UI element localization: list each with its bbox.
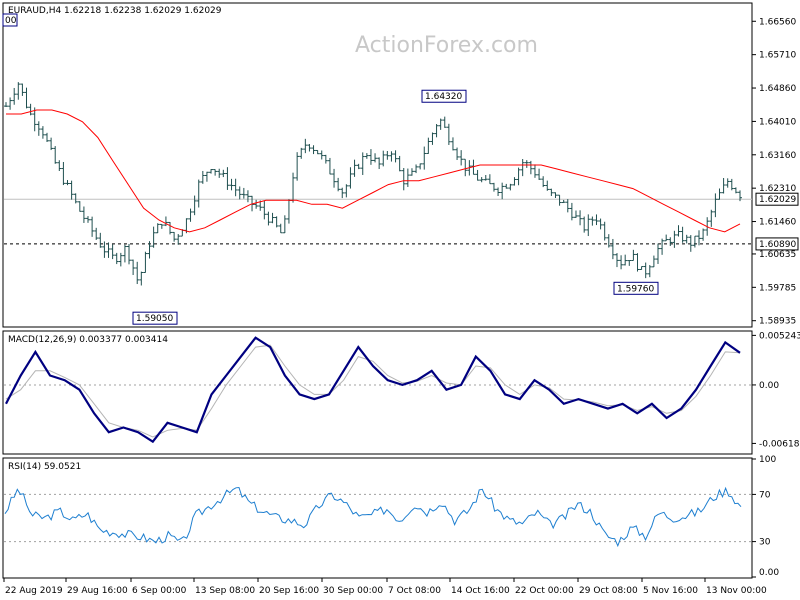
x-tick-label: 22 Oct 00:00 (515, 586, 574, 596)
rsi-tick-label: 0.00 (759, 568, 779, 578)
price-layer: 1.59050 1.64320 1.59760 (4, 82, 752, 325)
moving-average-line (6, 109, 741, 233)
price-tick-label: 1.65710 (759, 51, 796, 61)
macd-tick-label: -0.006186 (759, 439, 800, 449)
x-tick-label: 5 Nov 16:00 (643, 586, 698, 596)
rsi-tick-label: 70 (759, 490, 771, 500)
macd-title: MACD(12,26,9) 0.003377 0.003414 (8, 335, 168, 345)
price-axis: 1.66560 1.65710 1.64860 1.64010 1.63160 1.623… (752, 17, 799, 327)
annotation-label: 1.59050 (136, 314, 173, 324)
price-tick-label: 1.58935 (759, 317, 796, 327)
price-tick-label: 1.63160 (759, 151, 796, 161)
annotation-label: 1.59760 (617, 284, 654, 294)
x-tick-label: 13 Nov 00:00 (706, 586, 767, 596)
rsi-layer (4, 486, 752, 548)
x-tick-label: 7 Oct 08:00 (388, 586, 441, 596)
rsi-panel-frame (2, 457, 753, 579)
x-tick-label: 20 Sep 16:00 (259, 586, 319, 596)
x-tick-label: 22 Aug 2019 (5, 586, 63, 596)
signal-line (5, 344, 741, 438)
price-tick-label: 1.66560 (759, 17, 796, 27)
macd-line (5, 336, 741, 444)
annotation-box (132, 311, 178, 325)
macd-tick-label: 0.00 (759, 381, 779, 391)
support-box (755, 237, 799, 251)
rsi-tick-label: 100 (759, 455, 776, 465)
macd-tick-label: 0.005243 (759, 331, 800, 341)
price-tick-label: 1.62310 (759, 184, 796, 194)
rsi-title: RSI(14) 59.0521 (8, 462, 81, 472)
rsi-line (4, 486, 742, 548)
annotation-label: 1.64320 (425, 92, 462, 102)
watermark: ActionForex.com (355, 33, 538, 58)
annotation-box (421, 89, 467, 103)
macd-layer (4, 336, 752, 444)
price-tick-label: 1.61460 (759, 218, 796, 228)
support-label: 1.60890 (759, 240, 796, 250)
rsi-tick-label: 30 (759, 538, 771, 548)
price-tick-label: 1.59785 (759, 283, 796, 293)
macd-panel-frame (2, 330, 753, 455)
x-axis: 22 Aug 2019 29 Aug 16:00 6 Sep 00:00 13 Sep… (3, 578, 767, 596)
x-tick-label: 6 Sep 00:00 (132, 586, 187, 596)
current-price-label: 1.62029 (759, 195, 796, 205)
x-tick-label: 29 Oct 08:00 (579, 586, 638, 596)
annotation-box (613, 281, 659, 295)
top-left-tag: 00 (5, 16, 17, 26)
rsi-axis: 100 70 30 0.00 (752, 455, 779, 578)
price-tick-label: 1.64010 (759, 117, 796, 127)
symbol-info: EURAUD,H4 1.62218 1.62238 1.62029 1.6202… (8, 6, 222, 16)
x-tick-label: 29 Aug 16:00 (67, 586, 128, 596)
price-tick-label: 1.64860 (759, 84, 796, 94)
current-price-box (755, 192, 799, 206)
top-left-tag-box (2, 13, 18, 27)
x-tick-label: 30 Sep 00:00 (323, 586, 383, 596)
price-panel-frame (2, 2, 753, 328)
price-tick-label: 1.60635 (759, 250, 796, 260)
x-tick-label: 14 Oct 16:00 (451, 586, 510, 596)
macd-axis: 0.005243 0.00 -0.006186 (752, 331, 800, 449)
x-tick-label: 13 Sep 08:00 (195, 586, 255, 596)
